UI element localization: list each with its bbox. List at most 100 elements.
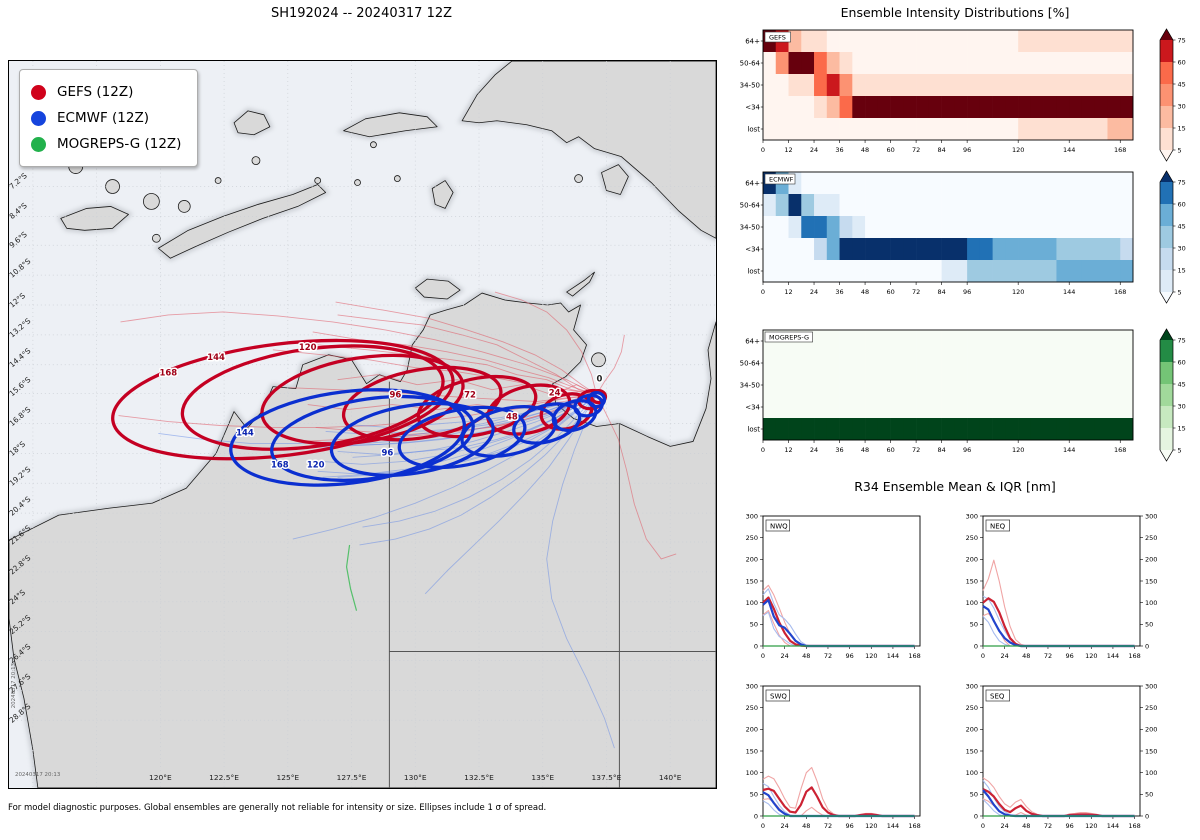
svg-text:120: 120 [1012,146,1024,154]
svg-text:0: 0 [761,652,765,660]
svg-text:48: 48 [861,446,869,454]
heatmap-cells [763,330,1134,441]
svg-text:84: 84 [937,446,945,454]
svg-text:<34: <34 [745,245,760,253]
svg-text:SWQ: SWQ [770,693,787,701]
svg-text:200: 200 [746,556,758,564]
svg-text:132.5°E: 132.5°E [464,773,494,782]
svg-text:60: 60 [886,446,894,454]
svg-text:96: 96 [1065,652,1073,660]
heatmap-cells [763,172,1134,283]
legend-item-ecmwf: ECMWF (12Z) [31,105,181,131]
svg-text:250: 250 [966,534,978,542]
svg-text:168: 168 [908,652,920,660]
svg-text:48: 48 [506,412,518,422]
svg-text:250: 250 [746,534,758,542]
svg-text:96: 96 [389,390,401,400]
svg-text:0: 0 [754,642,758,650]
svg-text:0: 0 [754,812,758,820]
svg-text:60: 60 [886,146,894,154]
svg-text:150: 150 [746,577,758,585]
landmasses [8,60,717,789]
svg-text:50-64: 50-64 [740,59,761,67]
svg-text:48: 48 [802,822,810,830]
svg-text:168: 168 [1114,288,1126,296]
svg-text:0: 0 [761,288,765,296]
svg-text:96: 96 [382,447,394,457]
svg-text:15: 15 [1178,267,1186,275]
svg-text:144: 144 [1107,652,1119,660]
svg-text:84: 84 [937,146,945,154]
svg-text:100: 100 [966,769,978,777]
svg-text:NEQ: NEQ [990,523,1006,531]
r34-series [762,584,915,648]
r34-series [762,766,915,818]
svg-text:168: 168 [1114,446,1126,454]
svg-text:130°E: 130°E [404,773,427,782]
svg-text:125°E: 125°E [276,773,299,782]
svg-text:45: 45 [1178,81,1186,89]
svg-text:lost: lost [747,425,760,433]
heatmap-mogreps: 64+ 50-64 34-50 <34 lost 0 12 24 36 48 60 72 84 96 120… [736,326,1200,466]
svg-text:GEFS: GEFS [769,34,786,42]
model-badge: MOGREPS-G [764,331,813,343]
svg-text:300: 300 [1145,682,1157,690]
svg-text:0: 0 [597,374,603,384]
svg-text:168: 168 [1114,146,1126,154]
svg-text:24: 24 [810,146,818,154]
svg-text:200: 200 [966,556,978,564]
svg-text:100: 100 [1145,769,1157,777]
svg-text:lost: lost [747,125,760,133]
svg-text:144: 144 [1063,288,1075,296]
r34-panel-nwq: 0 50 100 150 200 250 300 0 24 48 72 96 120 144 168 NWQ [736,508,966,668]
svg-text:36: 36 [835,146,843,154]
svg-text:<34: <34 [745,403,760,411]
svg-text:168: 168 [271,459,289,469]
legend-dot-icon [31,110,46,126]
svg-text:12: 12 [784,288,792,296]
svg-text:168: 168 [1128,822,1140,830]
svg-text:300: 300 [746,512,758,520]
svg-text:120: 120 [299,342,317,352]
svg-text:120: 120 [1085,822,1097,830]
svg-text:300: 300 [746,682,758,690]
state-borders [388,381,716,788]
svg-text:144: 144 [1107,822,1119,830]
svg-text:72: 72 [1044,652,1052,660]
land-seram [343,112,438,138]
land-wessel-islands [566,271,595,297]
svg-text:MOGREPS-G: MOGREPS-G [769,334,809,342]
quadrant-badge: SWQ [765,689,790,702]
r34-panel-neq: 0 0 50 50 100 100 150 150 200 200 250 250 300 300 0 24 4… [956,508,1186,668]
svg-text:36: 36 [835,446,843,454]
r34-series [982,777,1135,818]
svg-text:0: 0 [981,652,985,660]
svg-text:50-64: 50-64 [740,359,761,367]
svg-text:36: 36 [835,288,843,296]
forecast-hour-labels: 24 48 72 96 120 144 168 96 120 144 168 0 [158,340,604,470]
svg-text:60: 60 [1178,201,1186,209]
svg-text:34-50: 34-50 [740,381,760,389]
svg-text:120°E: 120°E [149,773,172,782]
svg-text:120: 120 [865,652,877,660]
svg-text:120: 120 [307,459,325,469]
svg-text:15: 15 [1178,125,1186,133]
svg-text:140°E: 140°E [659,773,682,782]
svg-text:135°E: 135°E [531,773,554,782]
heatmap-gefs: 64+ 50-64 34-50 <34 lost 0 12 24 36 48 60 72 84 96 120… [736,26,1200,166]
svg-text:150: 150 [1145,747,1157,755]
svg-text:168: 168 [1128,652,1140,660]
svg-text:30: 30 [1178,403,1186,411]
svg-text:75: 75 [1178,37,1186,45]
svg-text:150: 150 [966,577,978,585]
land-sumba [60,206,129,231]
svg-text:48: 48 [1022,652,1030,660]
x-axis-ticks: 0 24 48 72 96 120 144 168 [761,646,921,660]
r34-panel-seq: 0 0 50 50 100 100 150 150 200 200 250 250 300 300 0 24 4… [956,678,1186,838]
r34-title: R34 Ensemble Mean & IQR [nm] [854,479,1056,494]
svg-text:24: 24 [549,388,561,398]
footer-note: For model diagnostic purposes. Global en… [8,803,547,813]
svg-text:50: 50 [750,791,758,799]
heatmap-cells [763,30,1134,141]
map-title: SH192024 -- 20240317 12Z [270,6,453,21]
